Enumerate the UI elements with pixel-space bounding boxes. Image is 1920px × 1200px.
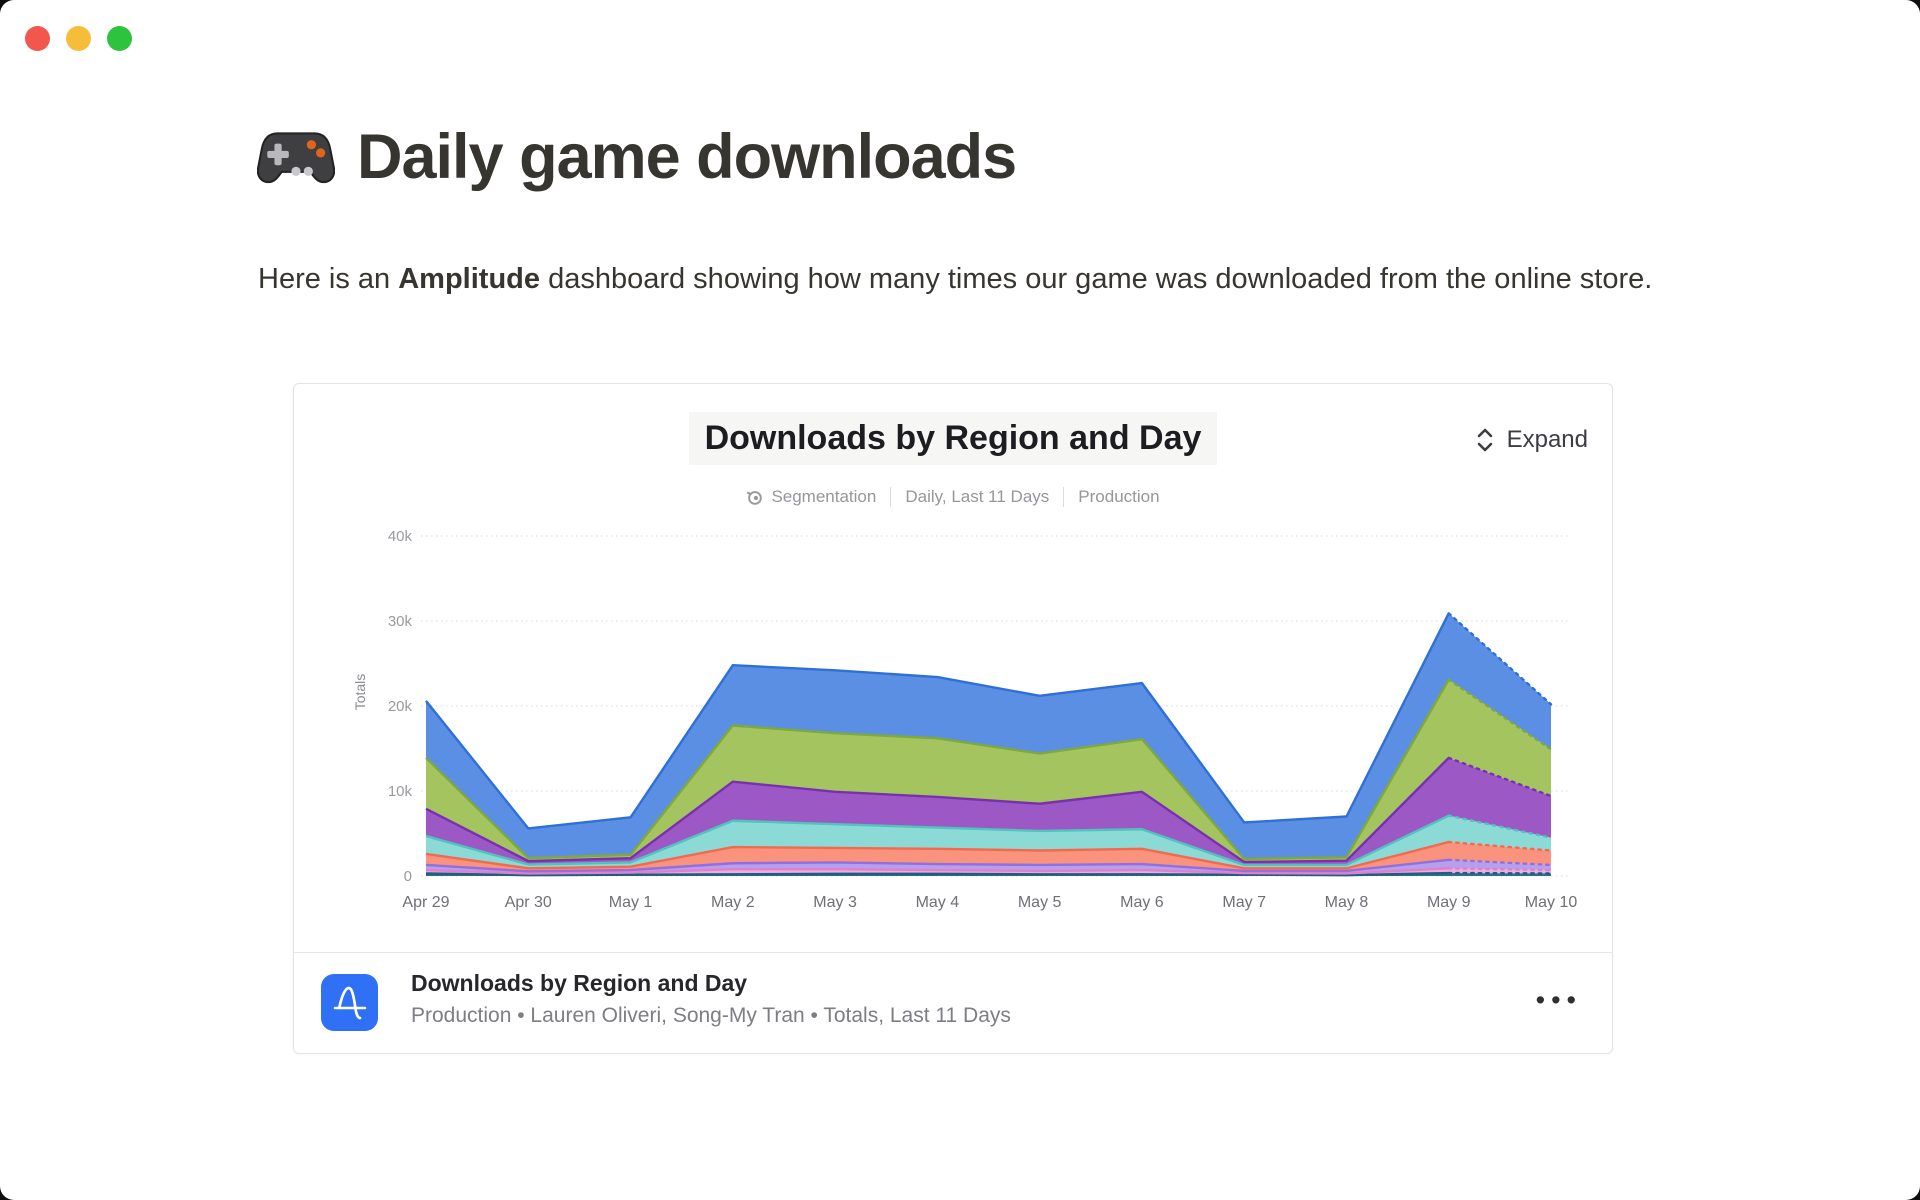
- x-tick-label: May 10: [1525, 894, 1578, 911]
- zoom-window-button[interactable]: [107, 26, 132, 51]
- close-window-button[interactable]: [25, 26, 50, 51]
- minimize-window-button[interactable]: [66, 26, 91, 51]
- chart-subtitle-row: Segmentation Daily, Last 11 Days Product…: [294, 487, 1612, 507]
- x-tick-label: May 1: [609, 894, 653, 911]
- chart-env-item: Production: [1063, 487, 1173, 507]
- stacked-area-chart[interactable]: 0 10k 20k 30k 40k Apr 29 Apr 30 May 1 May 2 May 3…: [294, 514, 1614, 926]
- x-tick-label: May 6: [1120, 894, 1164, 911]
- amplitude-chart-card: Downloads by Region and Day Segmentation…: [293, 383, 1613, 1054]
- x-tick-label: May 2: [711, 894, 755, 911]
- segmentation-icon: [747, 490, 763, 505]
- y-tick-label: 10k: [388, 783, 413, 800]
- window-controls: [25, 26, 132, 51]
- y-tick-label: 20k: [388, 698, 413, 715]
- x-tick-label: May 7: [1222, 894, 1266, 911]
- intro-paragraph: Here is an Amplitude dashboard showing h…: [258, 263, 1653, 295]
- x-tick-label: Apr 30: [505, 894, 552, 911]
- layer-7-green-area: [426, 679, 1551, 862]
- layer-5-teal-area: [426, 815, 1551, 869]
- x-tick-label: Apr 29: [402, 894, 449, 911]
- x-axis-labels: Apr 29 Apr 30 May 1 May 2 May 3 May 4 May 5 May…: [402, 894, 1577, 911]
- x-tick-label: May 8: [1325, 894, 1369, 911]
- x-tick-label: May 3: [813, 894, 857, 911]
- x-tick-label: May 4: [916, 894, 960, 911]
- chart-range-item: Daily, Last 11 Days: [890, 487, 1063, 507]
- amplitude-logo-icon: [321, 974, 378, 1031]
- x-tick-label: May 5: [1018, 894, 1062, 911]
- layer-6-purple-area: [426, 757, 1551, 865]
- footer-chart-title[interactable]: Downloads by Region and Day: [411, 970, 748, 996]
- layer-8-blue-area: [426, 613, 1551, 859]
- game-controller-icon: [257, 132, 335, 184]
- expand-chevrons-icon: [1477, 428, 1492, 452]
- footer-meta: Production • Lauren Oliveri, Song-My Tra…: [411, 1004, 1011, 1027]
- y-tick-label: 40k: [388, 528, 413, 545]
- x-tick-label: May 9: [1427, 894, 1471, 911]
- y-tick-label: 30k: [388, 613, 413, 630]
- more-options-button[interactable]: •••: [1535, 985, 1582, 1015]
- chart-card-footer: Downloads by Region and Day Production •…: [294, 952, 1612, 1053]
- chart-type-item: Segmentation: [732, 487, 890, 507]
- chart-title[interactable]: Downloads by Region and Day: [688, 412, 1218, 465]
- amplitude-bold: Amplitude: [398, 263, 541, 295]
- page-title: Daily game downloads: [257, 118, 1017, 196]
- expand-button[interactable]: Expand: [1474, 426, 1588, 454]
- page-heading: Daily game downloads: [357, 122, 1017, 192]
- y-tick-label: 0: [404, 868, 412, 885]
- chart-lines: [425, 612, 1553, 877]
